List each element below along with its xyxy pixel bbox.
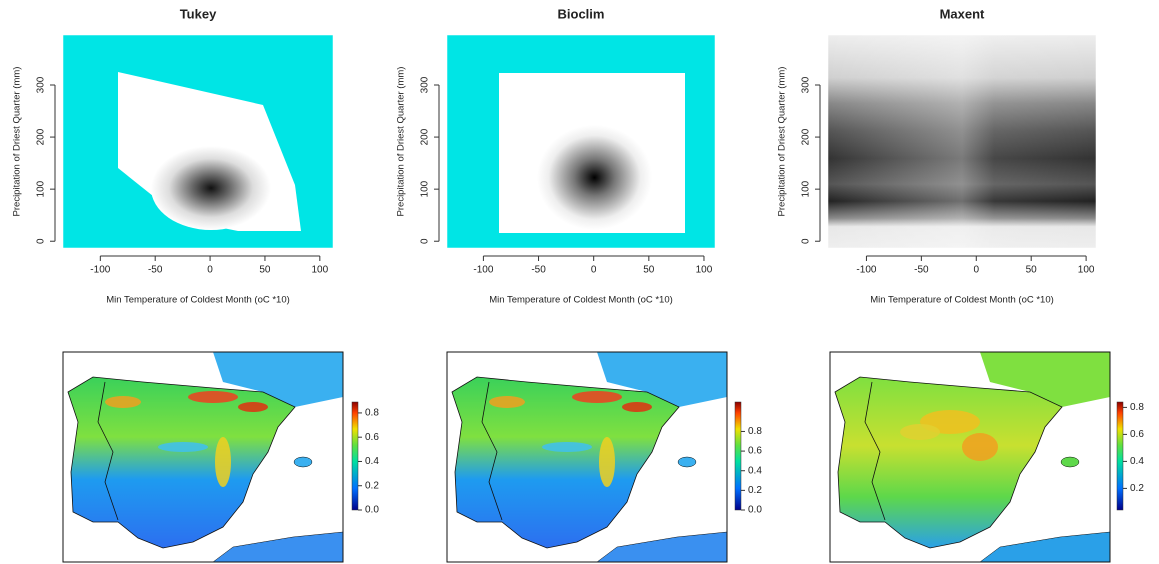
x-tick-label: 0 (207, 265, 213, 276)
frame (446, 34, 716, 249)
y-axis-label: Precipitation of Driest Quarter (mm) (777, 67, 788, 217)
balearic (677, 456, 697, 468)
map-frame (62, 351, 344, 563)
balearic (1060, 456, 1080, 468)
colorbar-tick-label: 0.8 (748, 426, 762, 437)
frame (62, 34, 334, 249)
hotspot (622, 402, 652, 412)
x-tick-label: -50 (914, 265, 929, 276)
y-tick-label: 100 (420, 180, 431, 197)
border (481, 381, 503, 521)
x-tick-label: 0 (973, 265, 979, 276)
france (597, 352, 727, 407)
colorbar-tick-label: 0.4 (365, 456, 379, 467)
border (864, 381, 886, 521)
colorbar-tick-label: 0.4 (1130, 456, 1144, 467)
colorbar-tick-label: 0.6 (748, 446, 762, 457)
y-tick-label: 100 (36, 180, 47, 197)
x-tick-label: 100 (1078, 265, 1095, 276)
france (213, 352, 343, 407)
colorbar (734, 401, 742, 511)
y-tick-label: 0 (36, 238, 47, 244)
x-tick-label: -50 (531, 265, 546, 276)
colorbar-tick-label: 0.4 (748, 465, 762, 476)
x-axis-label: Min Temperature of Coldest Month (oC *10… (489, 295, 673, 306)
border (97, 381, 119, 521)
x-tick-label: 100 (696, 265, 713, 276)
hotspot (489, 396, 525, 408)
colorbar-tick-label: 0.6 (1130, 429, 1144, 440)
x-tick-label: -50 (148, 265, 163, 276)
y-tick-label: 0 (420, 238, 431, 244)
france (980, 352, 1110, 407)
chart-title: Tukey (180, 6, 217, 21)
hotspot (572, 391, 622, 403)
x-tick-label: 50 (1026, 265, 1038, 276)
colorbar-tick-label: 0.0 (748, 505, 762, 516)
colorbar-tick-label: 0.2 (1130, 483, 1144, 494)
plot-area (62, 34, 334, 249)
shade (828, 35, 1096, 248)
hotspot (188, 391, 238, 403)
colorbar-tick-label: 0.2 (748, 485, 762, 496)
density (151, 146, 271, 230)
x-tick-label: -100 (856, 265, 876, 276)
plot-area (827, 34, 1097, 249)
colorbar-tick-label: 0.8 (365, 408, 379, 419)
x-tick-label: -100 (90, 265, 110, 276)
x-tick-label: 0 (591, 265, 597, 276)
y-axis-label: Precipitation of Driest Quarter (mm) (396, 67, 407, 217)
y-tick-label: 300 (801, 76, 812, 93)
plot-area (446, 34, 716, 249)
hotspot (900, 424, 940, 440)
y-tick-label: 200 (801, 128, 812, 145)
chart-title: Bioclim (558, 6, 605, 21)
map (62, 351, 344, 563)
y-tick-label: 0 (801, 238, 812, 244)
y-tick-label: 200 (420, 128, 431, 145)
iberia (67, 376, 296, 549)
y-tick-label: 300 (420, 76, 431, 93)
iberia (834, 376, 1063, 549)
map (446, 351, 728, 563)
y-axis-label: Precipitation of Driest Quarter (mm) (12, 67, 23, 217)
map-frame (829, 351, 1111, 563)
colorbar (351, 401, 359, 511)
chart-title: Maxent (940, 6, 985, 21)
hotspot (158, 442, 208, 452)
hotspot (105, 396, 141, 408)
frame (827, 34, 1097, 249)
balearic (293, 456, 313, 468)
colorbar-tick-label: 0.6 (365, 432, 379, 443)
hotspot (238, 402, 268, 412)
density (537, 125, 652, 230)
y-tick-label: 100 (801, 180, 812, 197)
x-tick-label: 50 (259, 265, 271, 276)
colorbar-tick-label: 0.2 (365, 480, 379, 491)
colorbar (1116, 401, 1124, 511)
x-tick-label: -100 (473, 265, 493, 276)
x-axis-label: Min Temperature of Coldest Month (oC *10… (106, 295, 290, 306)
map-frame (446, 351, 728, 563)
iberia (451, 376, 680, 549)
x-tick-label: 50 (643, 265, 655, 276)
y-tick-label: 200 (36, 128, 47, 145)
y-tick-label: 300 (36, 76, 47, 93)
hotspot (599, 437, 615, 487)
hotspot (962, 433, 998, 461)
hotspot (215, 437, 231, 487)
x-axis-label: Min Temperature of Coldest Month (oC *10… (870, 295, 1054, 306)
colorbar-tick-label: 0.0 (365, 505, 379, 516)
map (829, 351, 1111, 563)
hotspot (542, 442, 592, 452)
x-tick-label: 100 (311, 265, 328, 276)
colorbar-tick-label: 0.8 (1130, 402, 1144, 413)
